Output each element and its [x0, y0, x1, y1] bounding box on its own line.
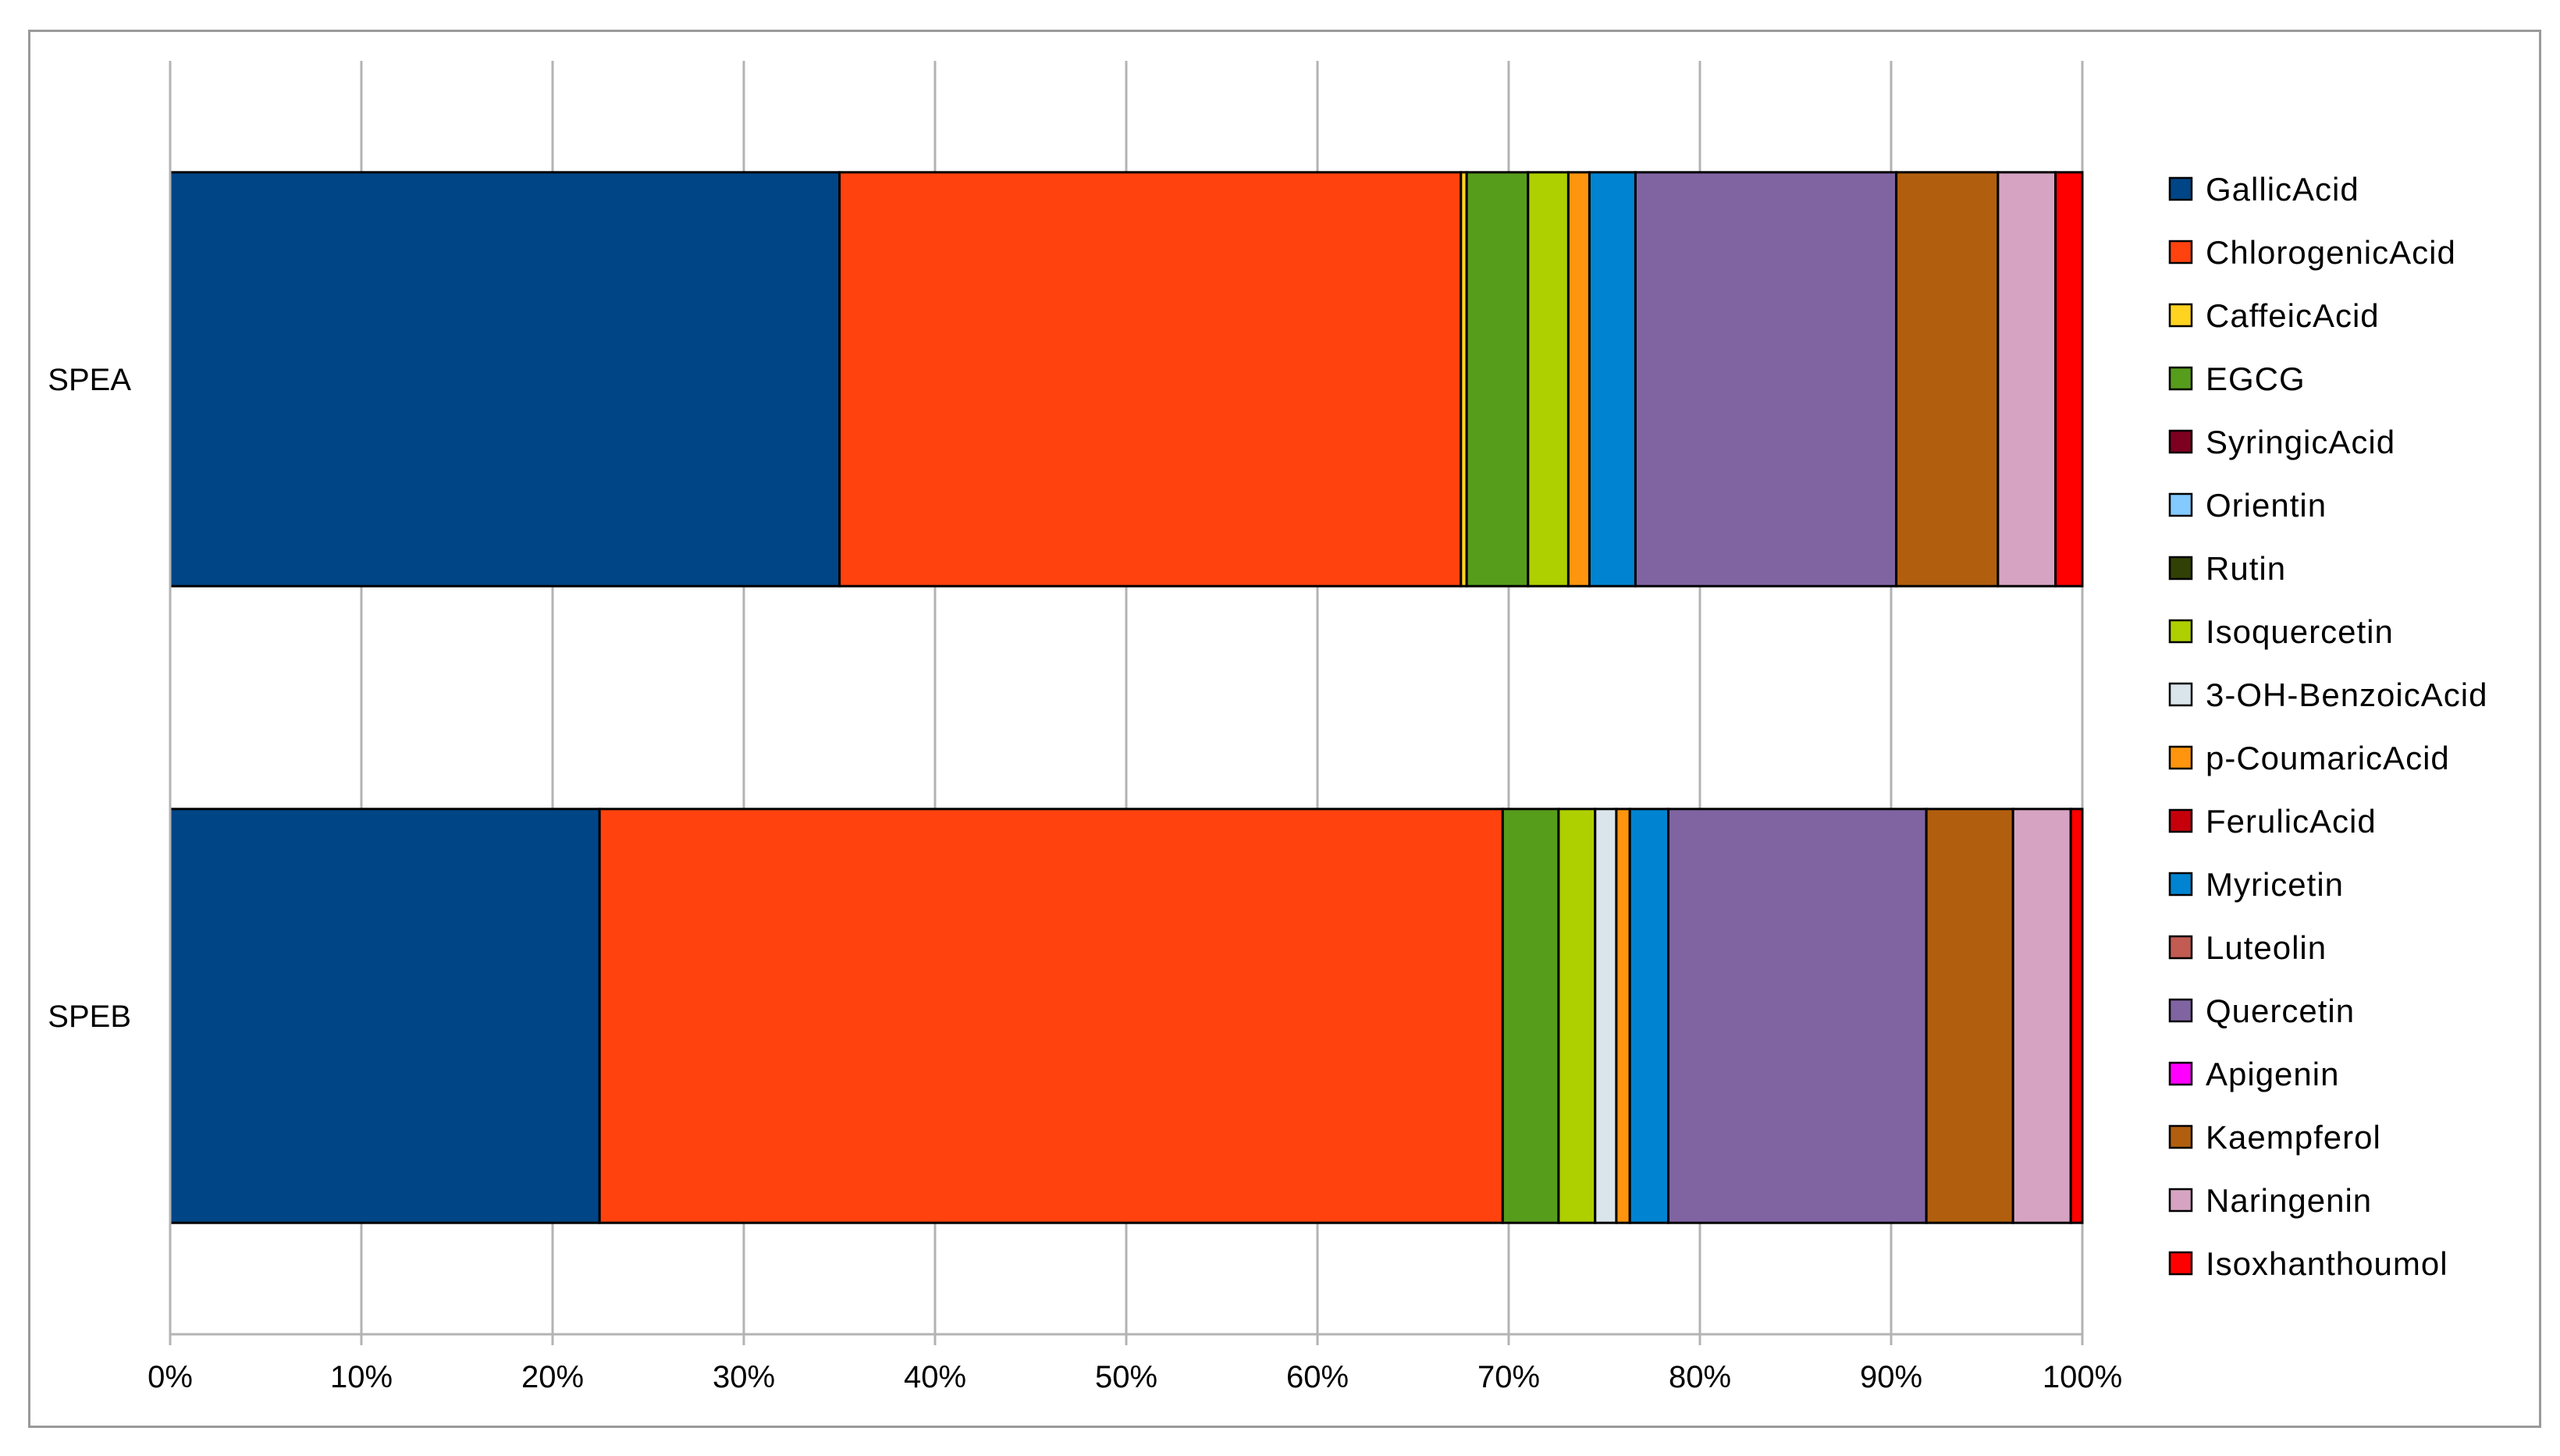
legend-swatch: [2168, 745, 2193, 770]
legend-label: ChlorogenicAcid: [2206, 234, 2456, 271]
legend-swatch: [2168, 935, 2193, 960]
legend-label: Quercetin: [2206, 993, 2355, 1029]
legend-label: Rutin: [2206, 550, 2286, 587]
legend-label: CaffeicAcid: [2206, 297, 2380, 334]
legend-label: Naringenin: [2206, 1182, 2372, 1219]
legend-label: EGCG: [2206, 360, 2306, 397]
x-tick-label: 90%: [1860, 1360, 1922, 1394]
legend-label: Luteolin: [2206, 929, 2327, 966]
bar-segment-egcg: [1501, 808, 1560, 1224]
bar-segment-chlorogenicacid: [598, 808, 1504, 1224]
legend-label: Isoxhanthoumol: [2206, 1245, 2448, 1282]
legend-swatch: [2168, 619, 2193, 644]
legend-swatch: [2168, 808, 2193, 833]
legend-label: p-CoumaricAcid: [2206, 740, 2450, 776]
legend-label: FerulicAcid: [2206, 803, 2377, 840]
legend-swatch: [2168, 872, 2193, 897]
x-tick-label: 40%: [904, 1360, 966, 1394]
x-tick-label: 70%: [1477, 1360, 1540, 1394]
legend-swatch: [2168, 176, 2193, 201]
legend-label: Apigenin: [2206, 1056, 2339, 1092]
bar-segment-naringenin: [2011, 808, 2072, 1224]
legend-label: Isoquercetin: [2206, 613, 2394, 650]
legend-swatch: [2168, 492, 2193, 517]
legend-swatch: [2168, 366, 2193, 391]
bar-segment-isoquercetin: [1557, 808, 1597, 1224]
legend-label: GallicAcid: [2206, 171, 2359, 208]
axis-layer: 0% 10% 20% 30% 40% 50% 60% 70% 80% 90% 100% SPEA SPE…: [48, 61, 2122, 1394]
legend-label: Kaempferol: [2206, 1119, 2381, 1156]
x-tick-label: 30%: [713, 1360, 775, 1394]
legend-swatch: [2168, 1061, 2193, 1086]
category-label: SPEB: [48, 1000, 131, 1034]
bar-segment-egcg: [1465, 171, 1530, 588]
legend-swatch: [2168, 556, 2193, 581]
bar-segment-chlorogenicacid: [838, 171, 1463, 588]
bar-segment-kaempferol: [1895, 171, 2000, 588]
x-tick-label: 50%: [1095, 1360, 1157, 1394]
legend-swatch: [2168, 1188, 2193, 1213]
bar-segment-quercetin: [1667, 808, 1928, 1224]
bar-segment-naringenin: [1996, 171, 2057, 588]
bar-segment-gallicacid: [169, 808, 601, 1224]
bar-segment-isoxhanthoumol: [2054, 171, 2084, 588]
legend-label: Myricetin: [2206, 866, 2344, 903]
legend-swatch: [2168, 240, 2193, 265]
bar-segment-p-coumaricacid: [1615, 808, 1631, 1224]
x-tick-label: 100%: [2043, 1360, 2122, 1394]
legend-swatch: [2168, 1251, 2193, 1276]
x-tick-label: 80%: [1669, 1360, 1731, 1394]
bar-segment-isoquercetin: [1527, 171, 1570, 588]
x-tick-label: 0%: [148, 1360, 193, 1394]
legend-swatch: [2168, 1124, 2193, 1149]
x-tick-label: 10%: [330, 1360, 393, 1394]
legend-swatch: [2168, 682, 2193, 707]
legend-label: Orientin: [2206, 487, 2327, 524]
bars-layer: [169, 171, 2084, 1224]
bar-segment-quercetin: [1634, 171, 1898, 588]
x-tick-label: 60%: [1286, 1360, 1349, 1394]
bar-segment-gallicacid: [169, 171, 841, 588]
legend-swatch: [2168, 429, 2193, 454]
legend-swatch: [2168, 998, 2193, 1023]
bar-segment-myricetin: [1628, 808, 1670, 1224]
legend-label: 3-OH-BenzoicAcid: [2206, 677, 2487, 713]
legend-swatch: [2168, 303, 2193, 328]
x-tick-label: 20%: [521, 1360, 584, 1394]
bar-segment-myricetin: [1588, 171, 1637, 588]
category-label: SPEA: [48, 363, 131, 397]
legend-label: SyringicAcid: [2206, 424, 2395, 460]
bar-segment-p-coumaricacid: [1566, 171, 1591, 588]
bar-segment-3-oh-benzoicacid: [1594, 808, 1618, 1224]
legend: GallicAcid ChlorogenicAcid CaffeicAcid EGCG…: [2168, 171, 2487, 1282]
bar-segment-kaempferol: [1925, 808, 2014, 1224]
bar-segment-isoxhanthoumol: [2069, 808, 2084, 1224]
